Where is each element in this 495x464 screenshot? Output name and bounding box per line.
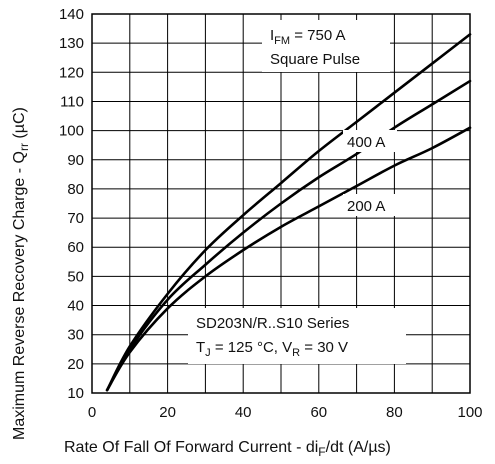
y-tick-label: 10: [67, 385, 84, 402]
x-tick-label: 40: [235, 404, 252, 421]
y-tick-label: 20: [67, 356, 84, 373]
y-tick-label: 100: [59, 123, 84, 140]
y-tick-label: 120: [59, 64, 84, 81]
x-tick-label: 80: [386, 404, 403, 421]
plot-frame: [91, 13, 471, 394]
label-200a: 200 A: [347, 198, 385, 215]
series-line: [105, 33, 472, 392]
conditions-box: [188, 308, 406, 364]
y-tick-label: 130: [59, 35, 84, 52]
y-axis-label: Maximum Reverse Recovery Charge - Qrr (µ…: [11, 107, 31, 440]
label-400a: 400 A: [347, 134, 385, 151]
y-tick-label: 30: [67, 327, 84, 344]
label-400-bg: [343, 130, 397, 152]
y-tick-label: 70: [67, 210, 84, 227]
x-axis-label: Rate Of Fall Of Forward Current - diF/dt…: [64, 439, 391, 459]
tick-labels: 10 20 30 40 50 60 70 80 90 100 110 120 130 140 0 20 40 60…: [59, 6, 483, 421]
conditions-annotation: TJ = 125 °C, VR = 30 V: [196, 339, 348, 359]
y-tick-label: 140: [59, 6, 84, 23]
ifm-annotation: IFM = 750 A: [270, 27, 346, 47]
series-line: [105, 126, 472, 392]
pulse-annotation: Square Pulse: [270, 51, 360, 68]
x-tick-label: 0: [88, 404, 96, 421]
curves: [105, 33, 472, 392]
series-line: [105, 79, 472, 392]
series-name-annotation: SD203N/R..S10 Series: [196, 315, 349, 332]
x-tick-label: 100: [457, 404, 482, 421]
y-tick-label: 110: [60, 93, 84, 110]
label-200-bg: [343, 194, 397, 216]
y-tick-label: 40: [67, 298, 84, 315]
y-tick-label: 90: [67, 152, 84, 169]
x-tick-label: 20: [159, 404, 176, 421]
x-tick-label: 60: [310, 404, 327, 421]
ifm-annotation-box: [262, 20, 390, 72]
y-tick-label: 50: [67, 268, 84, 285]
y-tick-label: 60: [67, 239, 84, 256]
y-tick-label: 80: [67, 181, 84, 198]
